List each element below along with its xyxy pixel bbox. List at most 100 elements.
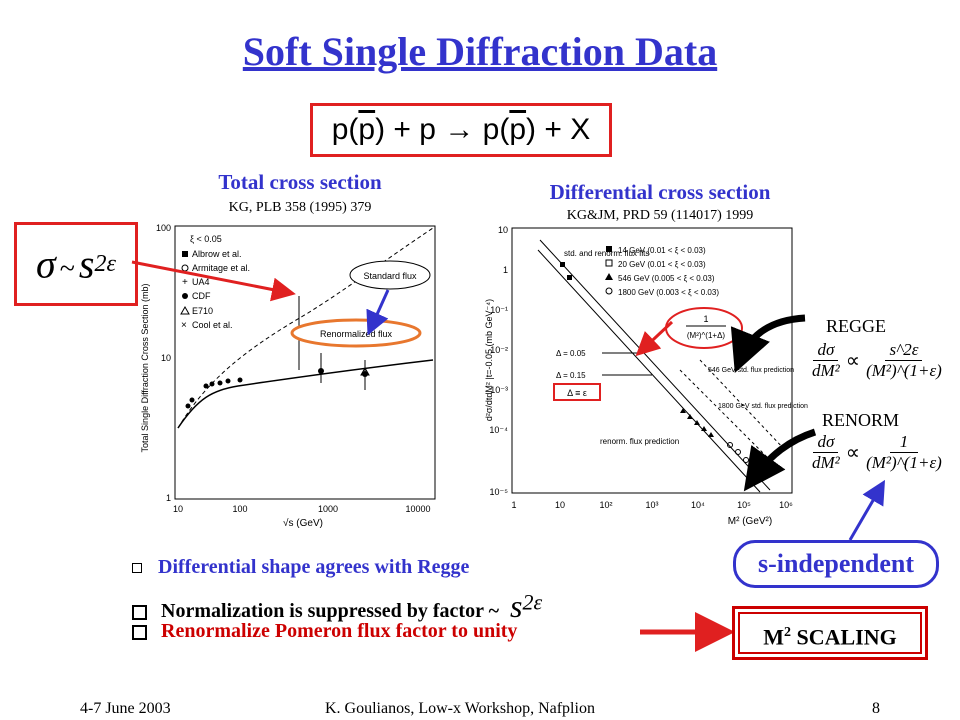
delta-1-label: Δ = 0.05 — [556, 349, 586, 358]
bullet-1: Differential shape agrees with Regge — [132, 556, 469, 579]
left-ytick-1: 1 — [166, 493, 171, 503]
renorm-rhs-fraction: 1 (M²)^(1+ε) — [866, 432, 942, 473]
left-xlabel: √s (GeV) — [283, 517, 323, 529]
regge-rden: (M²)^(1+ε) — [866, 361, 942, 380]
regge-rhs-fraction: s^2ε (M²)^(1+ε) — [866, 340, 942, 381]
legend-marker-e710 — [180, 305, 190, 315]
sigma-exp: 2ε — [94, 251, 116, 277]
delta-eq-label: Δ ≡ ε — [567, 388, 587, 398]
left-legend-6: Cool et al. — [192, 320, 233, 330]
right-xtick-3: 10³ — [645, 500, 658, 510]
left-legend-5: E710 — [192, 306, 213, 316]
sigma-sim: ~ — [59, 253, 75, 285]
footer-date: 4-7 June 2003 — [80, 700, 171, 717]
sigma-s: s — [78, 241, 95, 287]
left-ytick-10: 10 — [161, 353, 171, 363]
reaction-rhs: p( — [482, 113, 510, 146]
right-legend-2: 546 GeV (0.005 < ξ < 0.03) — [618, 274, 715, 283]
renormalized-flux-label: Renormalized flux — [320, 329, 393, 339]
left-xtick-100: 100 — [232, 504, 247, 514]
right-caption: Differential cross section — [549, 180, 771, 204]
left-ylabel: Total Single Diffraction Cross Section (… — [140, 284, 150, 453]
renorm-label: RENORM — [822, 410, 900, 430]
left-legend-3: UA4 — [192, 277, 210, 287]
left-xtick-10: 10 — [173, 504, 183, 514]
bullet-3-marker — [132, 624, 147, 640]
left-caption: Total cross section — [218, 170, 382, 194]
legend-marker-546 — [605, 273, 613, 280]
renorm-formula: dσ dM² ∝ 1 (M²)^(1+ε) — [812, 432, 952, 473]
m2-scaling-box: M2 SCALING — [732, 606, 928, 660]
left-legend-0: ξ < 0.05 — [190, 234, 222, 244]
renorm-arrow — [743, 428, 817, 492]
right-xtick-6: 10⁶ — [779, 500, 793, 510]
regge-arrow — [730, 314, 806, 373]
right-legend-3: 1800 GeV (0.003 < ξ < 0.03) — [618, 288, 719, 297]
footer-page: 8 — [872, 700, 880, 717]
legend-marker-cdf — [182, 293, 188, 299]
standard-flux-arrow — [366, 289, 390, 336]
left-xtick-1000: 1000 — [318, 504, 338, 514]
fit-line-2 — [537, 249, 761, 493]
renorm-rden: (M²)^(1+ε) — [866, 453, 942, 472]
left-reference: KG, PLB 358 (1995) 379 — [228, 200, 372, 215]
left-ytick-100: 100 — [156, 223, 171, 233]
sigma-formula-box: σ ~ s2ε — [14, 222, 138, 306]
reaction-plus: ) + p — [375, 113, 436, 146]
footer-author: K. Goulianos, Low-x Workshop, Nafplion — [325, 700, 595, 717]
right-ytick-3: 10⁻² — [490, 345, 508, 355]
right-ytick-0: 10 — [498, 225, 508, 235]
bullet-3: Renormalize Pomeron flux factor to unity — [132, 620, 517, 643]
right-ytick-4: 10⁻³ — [490, 385, 508, 395]
reaction-x: ) + X — [526, 113, 591, 146]
right-ytick-6: 10⁻⁵ — [490, 487, 509, 497]
pred-1800-label: 1800 GeV std. flux prediction — [718, 403, 808, 410]
reaction-lhs: p( — [331, 113, 359, 146]
regge-prop: ∝ — [845, 350, 861, 372]
right-legend-title: std. and renorm. flux fits — [564, 249, 649, 258]
legend-marker-1800 — [605, 287, 613, 295]
right-xtick-2: 10² — [599, 500, 612, 510]
delta-2-label: Δ = 0.15 — [556, 371, 586, 380]
legend-marker-20 — [605, 259, 613, 267]
factor-exp: 2ε — [522, 589, 543, 615]
right-plot-frame — [511, 227, 793, 494]
renorm-lhs-fraction: dσ dM² — [812, 432, 840, 473]
m2-scaling-text: SCALING — [796, 624, 897, 650]
left-xtick-10000: 10000 — [405, 504, 430, 514]
bullet-1-text: Differential shape agrees with Regge — [158, 556, 470, 578]
legend-marker-ua4: + — [182, 277, 188, 288]
reaction-box: p(p) + p → p(p) + X — [310, 103, 612, 157]
standard-flux-ellipse — [349, 260, 431, 290]
legend-marker-14 — [606, 246, 612, 252]
factor-s: s — [510, 588, 523, 624]
right-ytick-1: 1 — [503, 265, 508, 275]
right-legend-1: 20 GeV (0.01 < ξ < 0.03) — [618, 260, 706, 269]
right-xlabel: M² (GeV²) — [728, 516, 772, 527]
s-independent-arrow — [848, 479, 886, 541]
inset-numerator: 1 — [703, 314, 708, 324]
right-ytick-5: 10⁻⁴ — [489, 425, 508, 435]
renorm-rnum: 1 — [889, 432, 919, 453]
inset-arrow — [635, 320, 674, 357]
inset-denominator: (M²)^(1+Δ) — [687, 331, 726, 340]
m2-sup: 2 — [784, 625, 791, 640]
renorm-num: dσ — [813, 432, 839, 453]
regge-rnum: s^2ε — [885, 340, 923, 361]
left-legend-1: Albrow et al. — [192, 249, 242, 259]
s-independent-badge: s-independent — [733, 540, 939, 588]
right-legend-0: 14 GeV (0.01 < ξ < 0.03) — [618, 246, 706, 255]
reaction-pbar: p — [358, 113, 376, 146]
regge-label: REGGE — [826, 316, 886, 336]
right-ytick-2: 10⁻¹ — [490, 305, 508, 315]
fit-line-1800 — [699, 359, 786, 451]
m2-label: M — [763, 624, 784, 650]
right-xtick-5: 10⁵ — [737, 500, 751, 510]
regge-num: dσ — [813, 340, 839, 361]
bullet-3-text: Renormalize Pomeron flux factor to unity — [161, 620, 518, 642]
right-ylabel: d²σ/dtdM² |t=-0.05 (mb GeV⁻⁴) — [484, 299, 494, 421]
bullet-2-marker — [132, 604, 147, 620]
fit-line-1 — [539, 239, 771, 491]
standard-flux-curve — [177, 227, 434, 429]
